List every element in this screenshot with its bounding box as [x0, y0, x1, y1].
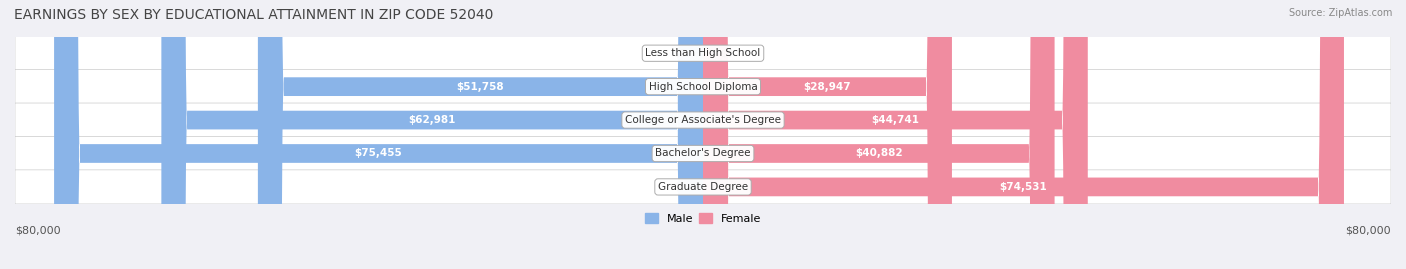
- FancyBboxPatch shape: [257, 0, 703, 269]
- FancyBboxPatch shape: [703, 0, 1054, 269]
- FancyBboxPatch shape: [15, 170, 1391, 204]
- Text: $75,455: $75,455: [354, 148, 402, 158]
- Text: $80,000: $80,000: [15, 225, 60, 235]
- Text: $0: $0: [672, 182, 686, 192]
- FancyBboxPatch shape: [15, 70, 1391, 104]
- Text: High School Diploma: High School Diploma: [648, 82, 758, 92]
- FancyBboxPatch shape: [15, 103, 1391, 137]
- FancyBboxPatch shape: [703, 0, 952, 269]
- FancyBboxPatch shape: [703, 0, 1344, 269]
- Text: $40,882: $40,882: [855, 148, 903, 158]
- FancyBboxPatch shape: [53, 0, 703, 269]
- Text: $62,981: $62,981: [409, 115, 456, 125]
- FancyBboxPatch shape: [15, 36, 1391, 70]
- FancyBboxPatch shape: [162, 0, 703, 269]
- Text: Bachelor's Degree: Bachelor's Degree: [655, 148, 751, 158]
- Text: $44,741: $44,741: [872, 115, 920, 125]
- Text: $0: $0: [720, 48, 734, 58]
- Text: Less than High School: Less than High School: [645, 48, 761, 58]
- Text: $51,758: $51,758: [457, 82, 505, 92]
- Text: Graduate Degree: Graduate Degree: [658, 182, 748, 192]
- Text: $74,531: $74,531: [1000, 182, 1047, 192]
- Text: $0: $0: [672, 48, 686, 58]
- Text: Source: ZipAtlas.com: Source: ZipAtlas.com: [1288, 8, 1392, 18]
- Text: College or Associate's Degree: College or Associate's Degree: [626, 115, 780, 125]
- FancyBboxPatch shape: [703, 0, 1088, 269]
- Legend: Male, Female: Male, Female: [640, 208, 766, 228]
- Text: $28,947: $28,947: [804, 82, 851, 92]
- Text: $80,000: $80,000: [1346, 225, 1391, 235]
- FancyBboxPatch shape: [15, 136, 1391, 171]
- Text: EARNINGS BY SEX BY EDUCATIONAL ATTAINMENT IN ZIP CODE 52040: EARNINGS BY SEX BY EDUCATIONAL ATTAINMEN…: [14, 8, 494, 22]
